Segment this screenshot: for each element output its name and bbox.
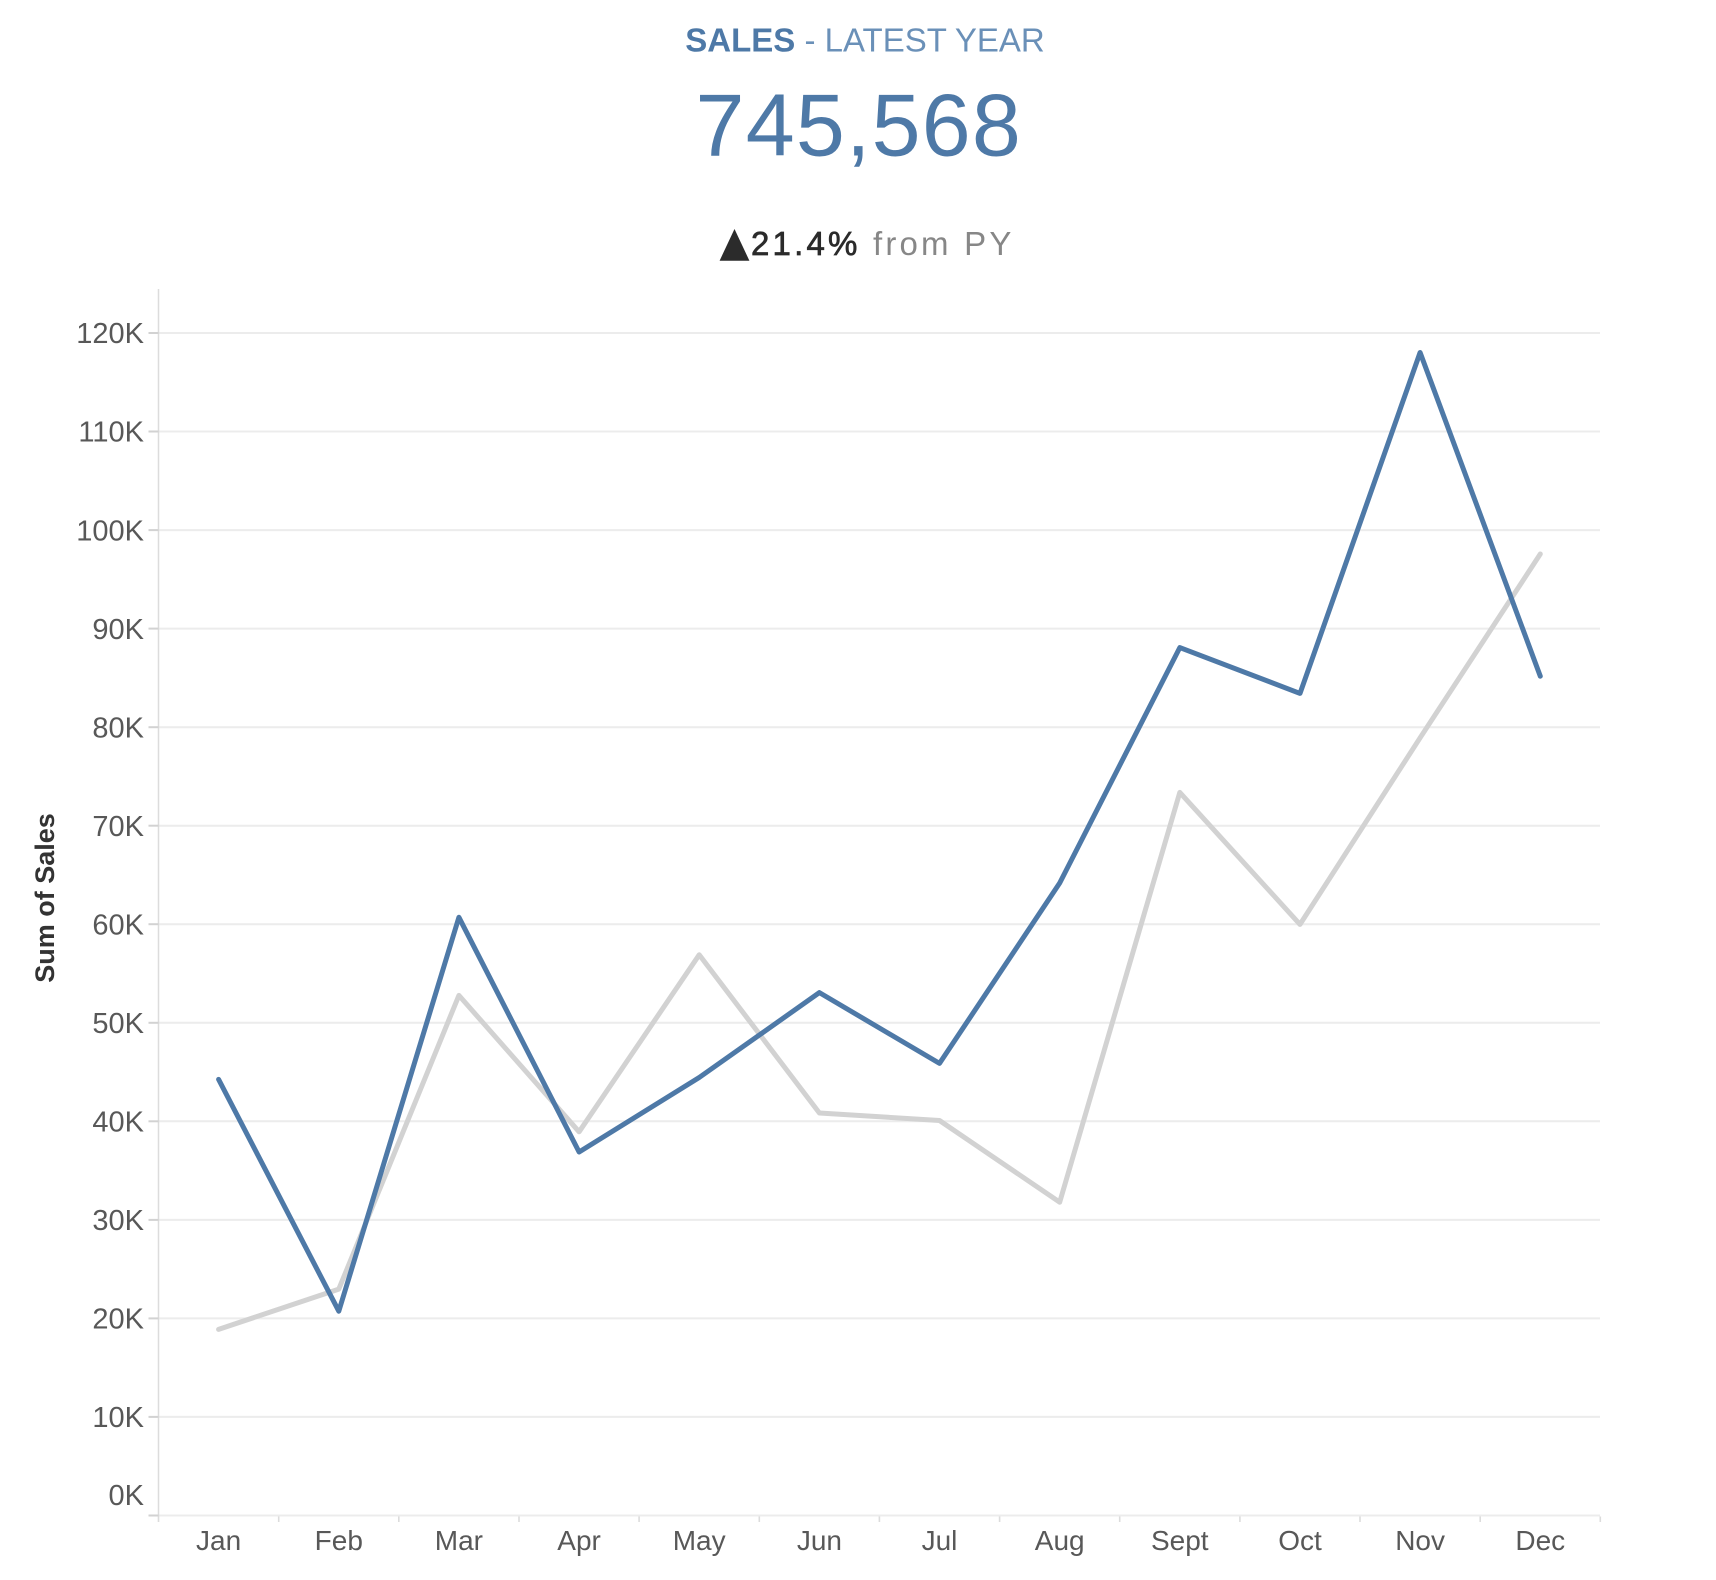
svg-text:80K: 80K [92,712,144,744]
svg-text:May: May [673,1525,726,1556]
svg-text:70K: 70K [92,811,144,843]
svg-text:50K: 50K [92,1008,144,1040]
svg-text:Apr: Apr [557,1525,601,1556]
svg-text:60K: 60K [92,909,144,941]
svg-text:0K: 0K [109,1480,145,1512]
svg-text:20K: 20K [92,1304,144,1336]
svg-text:10K: 10K [92,1402,144,1434]
svg-text:Nov: Nov [1395,1525,1445,1556]
svg-text:Sum of Sales: Sum of Sales [30,813,60,983]
svg-text:SALES - LATEST YEAR: SALES - LATEST YEAR [685,22,1044,59]
svg-text:Mar: Mar [435,1525,483,1556]
svg-text:30K: 30K [92,1205,144,1237]
svg-text:100K: 100K [76,515,144,547]
svg-text:110K: 110K [78,417,144,449]
svg-text:120K: 120K [76,318,144,350]
svg-text:Sept: Sept [1151,1525,1209,1556]
svg-text:Dec: Dec [1515,1525,1565,1556]
svg-text:40K: 40K [92,1107,144,1139]
svg-text:Jan: Jan [196,1525,241,1556]
svg-text:Aug: Aug [1035,1525,1085,1556]
svg-text:Jul: Jul [922,1525,958,1556]
svg-text:745,568: 745,568 [696,76,1023,175]
svg-text:Feb: Feb [315,1525,363,1556]
svg-text:21.4% from PY: 21.4% from PY [751,225,1015,262]
svg-text:90K: 90K [92,614,144,646]
svg-text:Jun: Jun [797,1525,842,1556]
svg-text:Oct: Oct [1278,1525,1322,1556]
